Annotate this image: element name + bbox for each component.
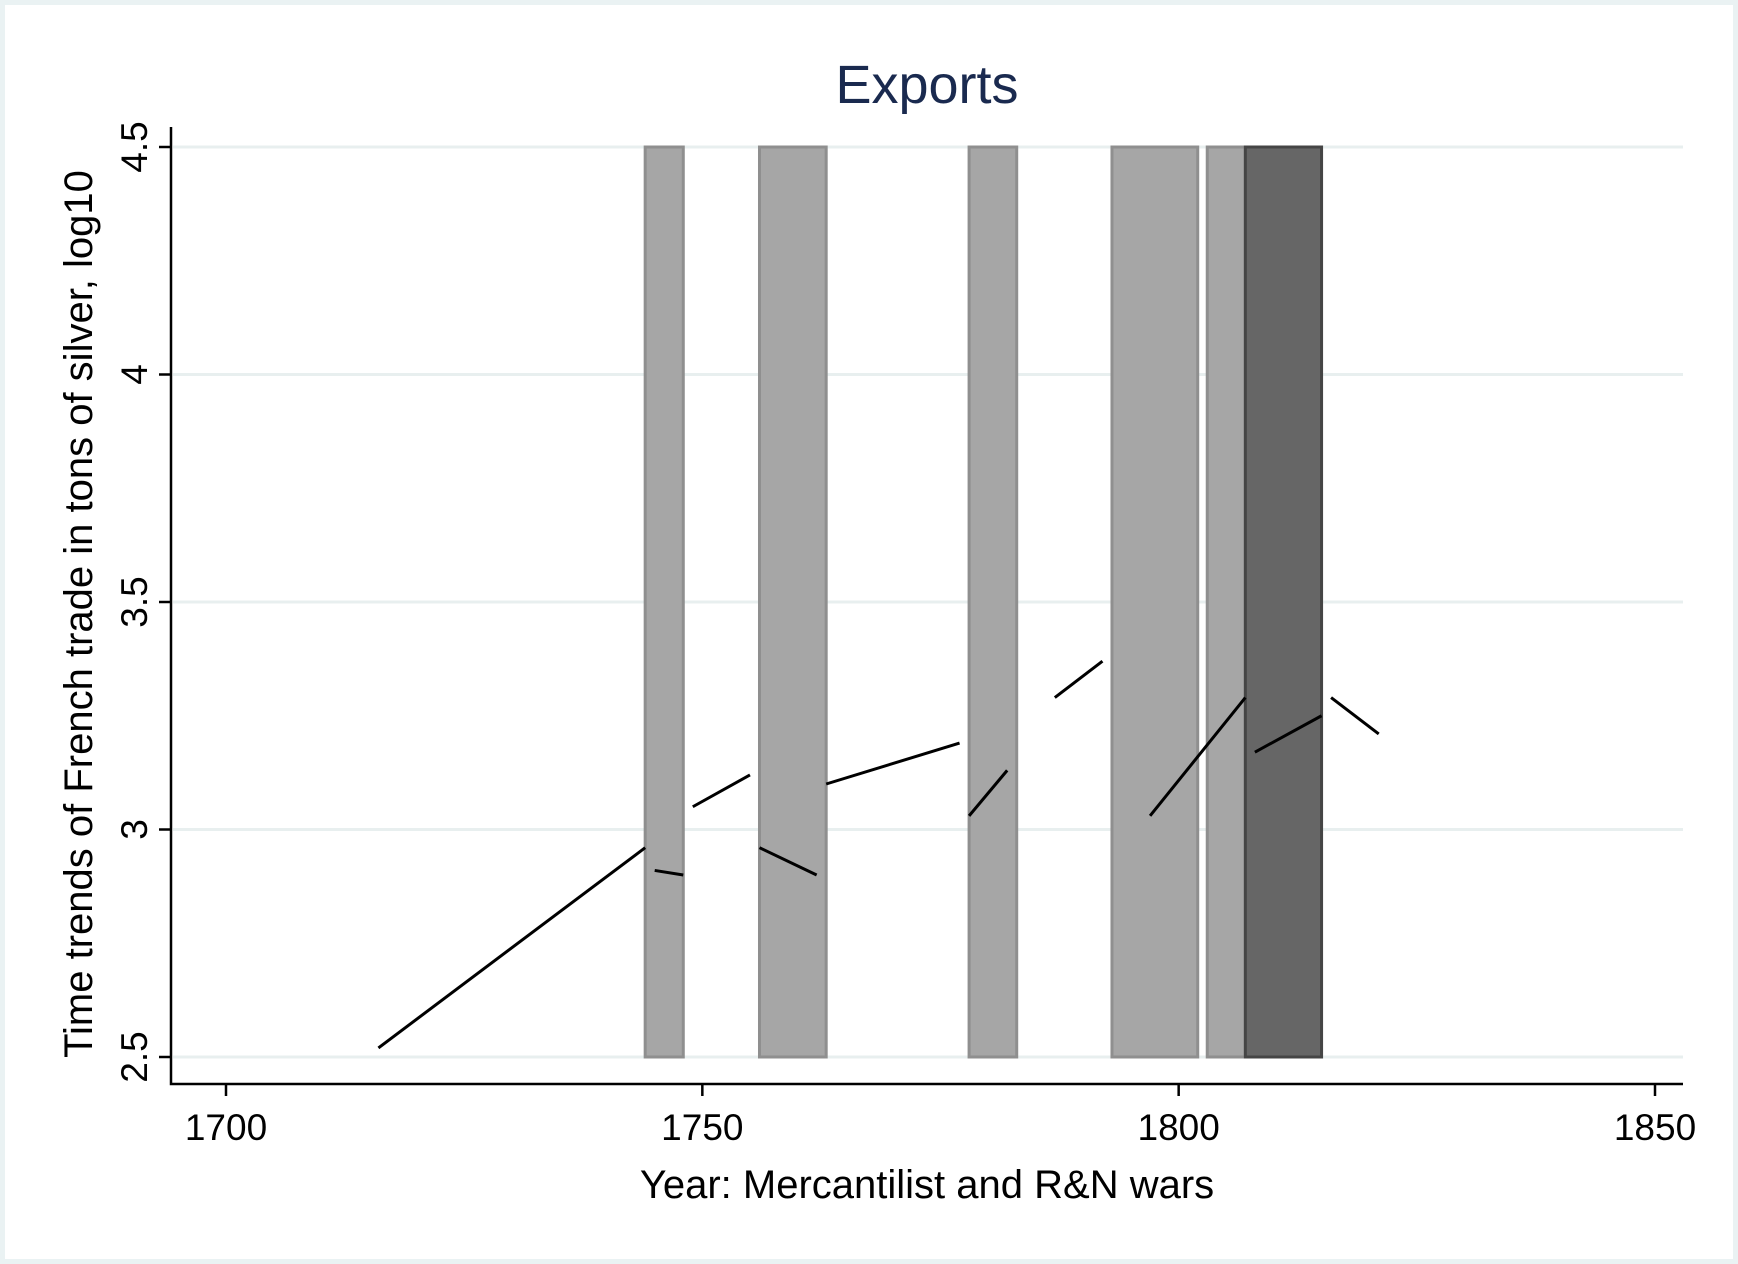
trend-segment-5 [967,769,1009,817]
war-period-bar-3 [1110,145,1200,1059]
war-shading [643,145,1324,1059]
trend-segment-4 [825,741,960,786]
chart: 1700 1750 1800 1850 2.5 3 3.5 4 4.5 Exports Year… [57,55,1696,1207]
war-period-bar-1 [757,145,828,1059]
axes: 1700 1750 1800 1850 2.5 3 3.5 4 4.5 [114,121,1696,1148]
chart-title: Exports [835,55,1018,115]
trend-segment-8 [1254,714,1323,754]
war-period-bar-4 [1205,145,1247,1059]
y-tick-label-4: 4.5 [114,121,155,172]
y-tick-label-0: 2.5 [114,1031,155,1082]
grid-lines [173,145,1683,1059]
trend-segment-9 [1330,696,1380,736]
axis-lines [169,127,1683,1086]
war-period-bar-2 [967,145,1019,1059]
war-period-bar-0 [643,145,685,1059]
trend-segment-1 [654,868,684,877]
x-tick-label-0: 1700 [185,1107,267,1148]
y-tick-label-2: 3.5 [114,576,155,627]
x-tick-label-1: 1750 [661,1107,743,1148]
trend-segment-0 [377,846,647,1050]
y-tick-label-1: 3 [114,819,155,840]
y-axis-label: Time trends of French trade in tons of s… [57,170,101,1058]
y-tick-label-3: 4 [114,364,155,385]
chart-frame: 1700 1750 1800 1850 2.5 3 3.5 4 4.5 Exports Year… [5,5,1733,1259]
x-axis-label: Year: Mercantilist and R&N wars [640,1163,1214,1207]
trend-segment-3 [758,846,818,877]
trend-lines [377,659,1380,1050]
war-period-bar-5 [1243,145,1324,1059]
trend-segment-2 [692,773,751,809]
x-tick-label-3: 1850 [1614,1107,1696,1148]
trend-segment-7 [1148,696,1247,817]
trend-segment-6 [1053,659,1104,699]
x-tick-label-2: 1800 [1138,1107,1220,1148]
